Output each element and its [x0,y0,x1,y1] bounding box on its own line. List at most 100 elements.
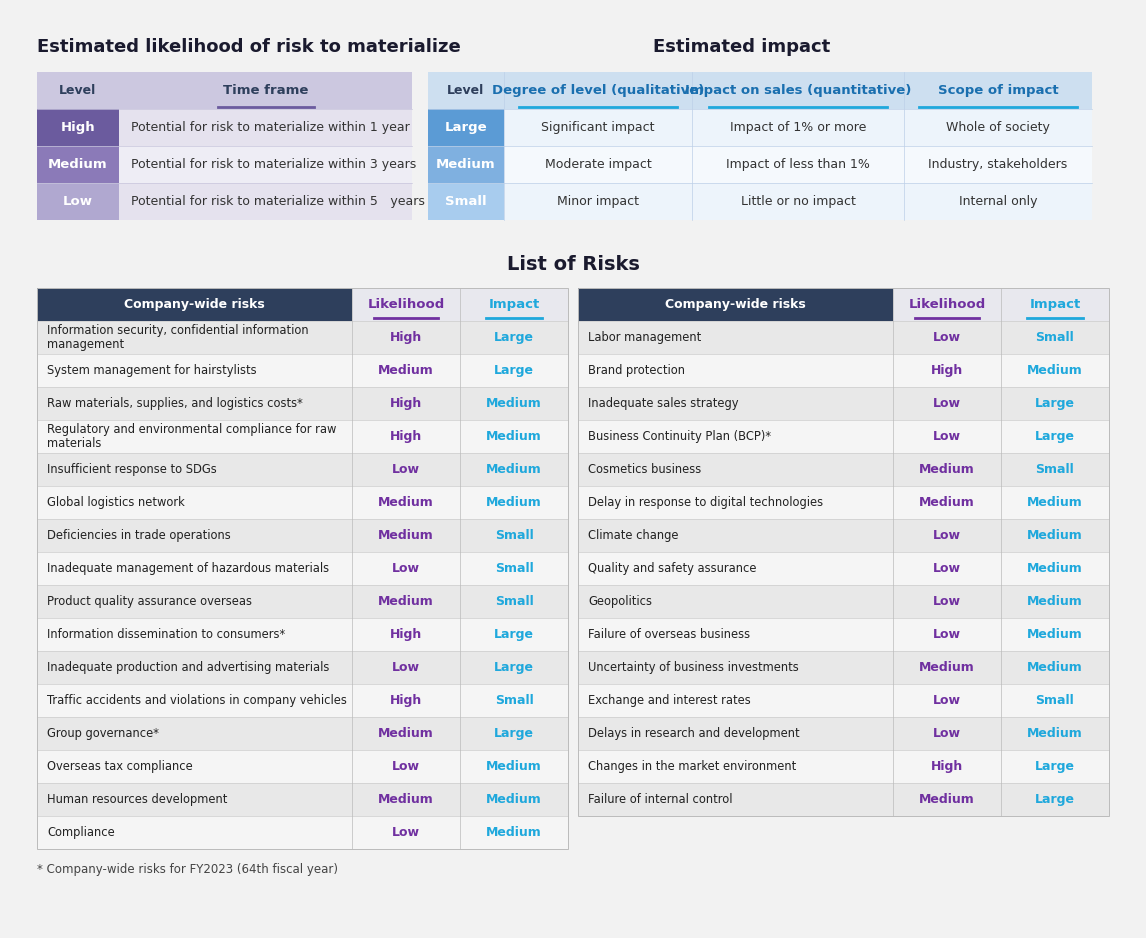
Text: Medium: Medium [486,463,542,476]
Text: Medium: Medium [919,496,975,509]
Bar [578,354,1109,387]
Text: Likelihood: Likelihood [368,298,445,311]
Text: Minor impact: Minor impact [557,195,639,208]
Text: Small: Small [495,562,533,575]
Text: Insufficient response to SDGs: Insufficient response to SDGs [47,463,217,476]
Text: Medium: Medium [378,727,434,740]
Text: Potential for risk to materialize within 5 years: Potential for risk to materialize within… [131,195,425,208]
Bar [578,585,1109,618]
Bar [37,288,352,321]
Text: Information dissemination to consumers*: Information dissemination to consumers* [47,628,285,641]
Text: Low: Low [933,628,961,641]
Text: Large: Large [1035,760,1075,773]
Bar [37,72,413,220]
Text: Medium: Medium [1027,595,1083,608]
Text: High: High [390,331,422,344]
Text: Medium: Medium [486,496,542,509]
Text: Low: Low [933,430,961,443]
Text: Low: Low [933,595,961,608]
Bar [578,486,1109,519]
Text: Estimated impact: Estimated impact [653,38,831,56]
Bar [37,420,568,453]
Text: Traffic accidents and violations in company vehicles: Traffic accidents and violations in comp… [47,694,347,707]
Text: Small: Small [1036,463,1075,476]
Text: Low: Low [392,463,419,476]
Text: Medium: Medium [1027,661,1083,674]
Bar [427,109,1092,146]
Bar [37,354,568,387]
Bar [37,72,413,109]
Bar [37,288,568,849]
Bar [1000,288,1109,321]
Text: Small: Small [445,195,487,208]
Text: Small: Small [1036,331,1075,344]
Text: Company-wide risks: Company-wide risks [124,298,265,311]
Text: High: High [931,760,963,773]
Text: Medium: Medium [1027,727,1083,740]
Text: Medium: Medium [486,430,542,443]
Text: Large: Large [1035,793,1075,806]
Bar [578,684,1109,717]
Text: Small: Small [495,595,533,608]
Text: Medium: Medium [1027,364,1083,377]
Text: Brand protection: Brand protection [588,364,685,377]
Text: Inadequate sales strategy: Inadequate sales strategy [588,397,738,410]
Bar [427,146,504,183]
Text: Changes in the market environment: Changes in the market environment [588,760,796,773]
Text: Low: Low [392,826,419,839]
Text: Low: Low [392,562,419,575]
Text: Medium: Medium [378,793,434,806]
Text: Impact of less than 1%: Impact of less than 1% [727,158,870,171]
Text: Whole of society: Whole of society [947,121,1050,134]
Bar [37,146,413,183]
Text: Low: Low [933,562,961,575]
Text: System management for hairstylists: System management for hairstylists [47,364,257,377]
Text: Business Continuity Plan (BCP)*: Business Continuity Plan (BCP)* [588,430,771,443]
Text: Medium: Medium [1027,628,1083,641]
Text: Potential for risk to materialize within 1 year: Potential for risk to materialize within… [131,121,410,134]
Bar [578,288,1109,816]
Bar [578,750,1109,783]
Text: Cosmetics business: Cosmetics business [588,463,701,476]
Bar [460,288,568,321]
Text: Global logistics network: Global logistics network [47,496,185,509]
Bar [427,109,504,146]
Text: Medium: Medium [1027,562,1083,575]
Bar [427,183,504,220]
Bar [37,651,568,684]
Text: Little or no impact: Little or no impact [740,195,855,208]
Text: Level: Level [60,84,96,97]
Bar [37,183,413,220]
Bar [578,651,1109,684]
Text: Medium: Medium [378,529,434,542]
Text: Uncertainty of business investments: Uncertainty of business investments [588,661,799,674]
Text: Low: Low [933,694,961,707]
Text: Large: Large [494,727,534,740]
Text: High: High [390,694,422,707]
Text: Medium: Medium [486,760,542,773]
Bar [37,453,568,486]
Text: Low: Low [933,529,961,542]
Text: Exchange and interest rates: Exchange and interest rates [588,694,751,707]
Text: Human resources development: Human resources development [47,793,227,806]
Text: Information security, confidential information: Information security, confidential infor… [47,324,308,337]
Bar [37,618,568,651]
Text: Large: Large [494,364,534,377]
Text: Large: Large [494,331,534,344]
Bar [578,420,1109,453]
Bar [37,183,119,220]
Text: High: High [390,628,422,641]
Text: Low: Low [392,661,419,674]
Text: Medium: Medium [919,793,975,806]
Text: Inadequate management of hazardous materials: Inadequate management of hazardous mater… [47,562,329,575]
Text: Large: Large [494,661,534,674]
Bar [37,552,568,585]
Bar [578,288,893,321]
Text: High: High [61,121,95,134]
Text: Medium: Medium [437,158,496,171]
Bar [427,72,1092,220]
Bar [578,519,1109,552]
Text: Impact: Impact [488,298,540,311]
Text: Medium: Medium [919,661,975,674]
Text: Large: Large [494,628,534,641]
